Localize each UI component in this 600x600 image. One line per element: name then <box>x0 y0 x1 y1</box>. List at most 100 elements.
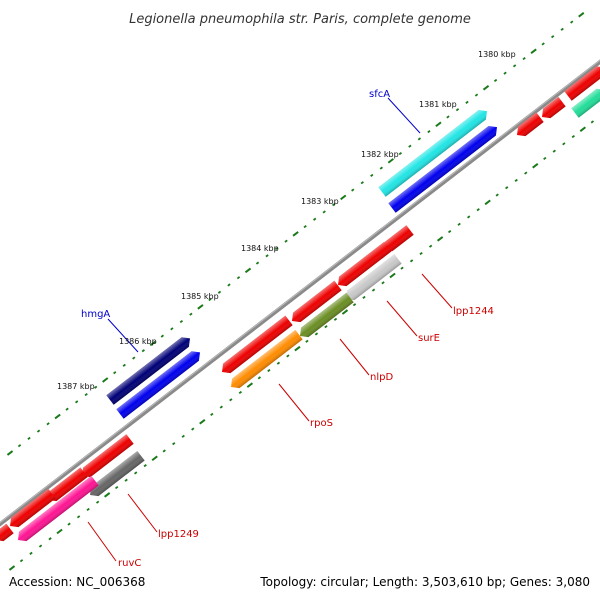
ruler-label-1387: 1387 kbp <box>57 382 95 391</box>
ruler-label-1380: 1380 kbp <box>478 50 516 59</box>
ruler-label-1382: 1382 kbp <box>361 150 399 159</box>
outer-track-tick <box>503 71 507 75</box>
outer-track-tick <box>141 349 145 353</box>
inner-track-tick <box>246 382 253 388</box>
inner-track-tick <box>371 288 376 292</box>
inner-track-tick <box>172 442 176 446</box>
outer-track-tick <box>46 422 50 426</box>
outer-track-tick <box>340 194 347 201</box>
outer-track-tick <box>113 371 117 375</box>
inner-track-tick <box>199 418 206 425</box>
inner-track-tick <box>267 368 271 373</box>
inner-track-tick <box>29 551 33 555</box>
outer-track-tick <box>236 276 241 280</box>
inner-track-tick <box>67 522 71 526</box>
inner-track-tick <box>314 332 319 336</box>
inner-track-tick <box>56 528 63 535</box>
inner-track-tick <box>428 244 433 248</box>
leader-lpp1244 <box>421 273 453 309</box>
inner-track-tick <box>389 272 396 279</box>
outer-track-tick <box>560 27 564 31</box>
outer-track-tick <box>84 392 88 397</box>
outer-track-tick <box>284 239 288 243</box>
gene-label-rpos: rpoS <box>310 418 333 429</box>
gene-rev-10 <box>0 523 14 542</box>
inner-track-tick <box>447 230 452 234</box>
inner-track-tick <box>286 354 290 358</box>
inner-track-tick <box>562 142 566 146</box>
outer-track-tick <box>65 407 69 411</box>
gene-sfca-pair <box>388 126 498 213</box>
inner-track-tick <box>341 309 349 315</box>
label-leaders <box>87 97 453 562</box>
inner-tick-track <box>8 120 595 571</box>
gene-label-hmga: hmgA <box>81 309 110 320</box>
outer-track-tick <box>170 327 174 331</box>
inner-track-tick <box>495 193 499 197</box>
outer-track-tick <box>179 319 184 324</box>
outer-track-tick <box>149 340 156 347</box>
gene-label-lpp1249: lpp1249 <box>158 529 199 540</box>
ruler-label-1386: 1386 kbp <box>119 337 157 346</box>
backbone-highlight <box>0 59 600 524</box>
inner-track-tick <box>143 464 147 468</box>
outer-track-tick <box>197 304 204 310</box>
inner-track-tick <box>238 390 242 395</box>
inner-track-tick <box>590 120 595 124</box>
inner-track-tick <box>579 126 586 132</box>
outer-track-tick <box>379 166 383 170</box>
inner-track-tick <box>103 492 111 498</box>
outer-track-tick <box>398 151 403 156</box>
map-title: Legionella pneumophila str. Paris, compl… <box>129 12 471 27</box>
outer-track-tick <box>351 188 355 192</box>
inner-track-tick <box>48 537 52 541</box>
inner-track-tick <box>151 455 158 462</box>
inner-track-tick <box>229 398 233 402</box>
inner-track-tick <box>400 266 404 270</box>
inner-track-tick <box>524 171 528 175</box>
outer-track-tick <box>132 356 136 360</box>
outer-track-tick <box>189 312 193 316</box>
outer-track-tick <box>303 224 307 229</box>
outer-track-tick <box>6 450 14 456</box>
outer-track-tick <box>74 400 79 404</box>
outer-track-tick <box>313 217 317 221</box>
accession-text: Accession: NC_006368 <box>9 575 145 589</box>
gene-label-sfca: sfcA <box>369 89 390 100</box>
inner-track-tick <box>436 236 444 242</box>
outer-track-tick <box>332 203 336 207</box>
gene-rev-7 <box>82 434 134 478</box>
inner-track-tick <box>514 178 518 182</box>
ruler-label-1384: 1384 kbp <box>241 244 279 253</box>
outer-track-tick <box>455 108 460 112</box>
outer-track-tick <box>54 413 61 420</box>
inner-track-tick <box>543 156 547 161</box>
inner-track-tick <box>191 427 195 431</box>
outer-track-tick <box>387 158 394 164</box>
outer-track-tick <box>265 254 269 258</box>
inner-track-tick <box>505 186 509 190</box>
inner-track-tick <box>419 251 423 256</box>
ruler-labels: 1380 kbp 1381 kbp 1382 kbp 1383 kbp 1384… <box>57 50 516 391</box>
outer-track-tick <box>465 100 469 104</box>
inner-track-tick <box>76 515 81 519</box>
inner-track-tick <box>257 376 262 380</box>
gene-ruvc <box>17 475 99 542</box>
outer-track-tick <box>255 261 260 265</box>
gene-rev-2 <box>542 96 566 119</box>
gene-rev-8 <box>48 467 88 502</box>
gene-label-lpp1244: lpp1244 <box>453 306 494 317</box>
inner-track-tick <box>124 478 128 482</box>
inner-track-tick <box>19 559 24 563</box>
gene-rev-4 <box>338 241 392 287</box>
gene-nlpd <box>300 292 354 338</box>
inner-track-tick <box>381 281 385 285</box>
outer-track-tick <box>27 436 31 440</box>
outer-track-tick <box>417 137 422 141</box>
gene-rev-6 <box>221 315 293 374</box>
genome-summary-text: Topology: circular; Length: 3,503,610 bp… <box>259 575 590 589</box>
leader-rpos <box>278 383 310 422</box>
inner-track-tick <box>219 405 223 409</box>
inner-track-tick <box>134 471 138 475</box>
